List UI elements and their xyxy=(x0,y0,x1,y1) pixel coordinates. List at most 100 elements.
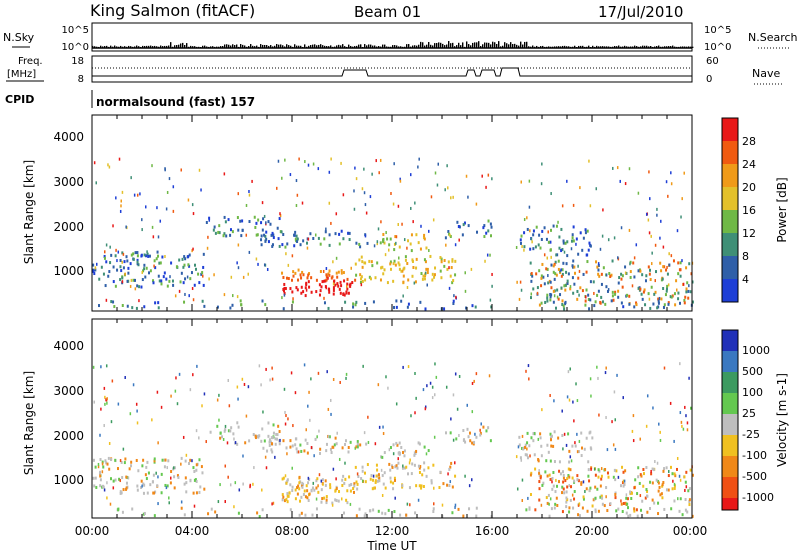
velocity-echo-cell xyxy=(652,406,654,410)
velocity-echo-cell xyxy=(93,484,96,488)
power-echo-cell xyxy=(593,291,595,295)
velocity-echo-cell xyxy=(387,508,390,512)
power-echo-cell xyxy=(93,161,96,165)
power-echo-cell xyxy=(239,299,242,303)
power-echo-cell xyxy=(687,289,690,293)
velocity-echo-cell xyxy=(366,463,369,467)
power-echo-cell xyxy=(293,244,296,248)
noise-sky-sample xyxy=(264,44,266,48)
velocity-echo-cell xyxy=(331,503,334,507)
power-echo-cell xyxy=(530,296,533,300)
power-echo-cell xyxy=(103,254,106,258)
noise-sky-sample xyxy=(494,42,496,48)
velocity-echo-cell xyxy=(335,499,338,503)
power-echo-cell xyxy=(363,167,365,171)
velocity-echo-cell xyxy=(106,462,109,466)
power-echo-cell xyxy=(355,300,358,304)
power-echo-cell xyxy=(654,279,657,283)
noise-sky-sample xyxy=(388,46,390,48)
velocity-echo-cell xyxy=(168,501,170,505)
velocity-echo-cell xyxy=(544,470,547,474)
power-echo-cell xyxy=(489,298,492,302)
velocity-echo-cell xyxy=(596,365,598,369)
power-echo-cell xyxy=(308,272,311,276)
power-echo-cell xyxy=(265,221,267,225)
noise-sky-sample xyxy=(316,45,318,48)
velocity-echo-cell xyxy=(364,480,367,484)
noise-sky-sample xyxy=(166,45,168,48)
power-echo-cell xyxy=(132,252,135,256)
power-echo-cell xyxy=(218,224,221,228)
noise-sky-sample xyxy=(690,46,692,48)
power-echo-cell xyxy=(417,165,419,169)
power-echo-cell xyxy=(611,290,614,294)
power-echo-cell xyxy=(295,234,298,238)
power-echo-cell xyxy=(265,230,268,234)
velocity-echo-cell xyxy=(418,484,421,488)
velocity-echo-cell xyxy=(183,482,186,486)
velocity-echo-cell xyxy=(306,441,309,445)
power-echo-cell xyxy=(410,249,413,253)
velocity-echo-cell xyxy=(358,507,361,511)
power-echo-cell xyxy=(632,261,635,265)
power-echo-cell xyxy=(237,243,240,247)
velocity-echo-cell xyxy=(170,469,173,473)
power-echo-cell xyxy=(451,259,454,263)
velocity-echo-cell xyxy=(417,441,420,445)
noise-sky-sample xyxy=(540,46,542,48)
velocity-echo-cell xyxy=(588,489,591,493)
power-echo-cell xyxy=(260,243,263,247)
power-echo-cell xyxy=(260,234,263,238)
velocity-echo-cell xyxy=(392,487,395,491)
velocity-echo-cell xyxy=(654,460,656,464)
velocity-echo-cell xyxy=(600,477,603,481)
velocity-echo-cell xyxy=(109,502,112,506)
velocity-echo-cell xyxy=(119,479,122,483)
power-echo-cell xyxy=(360,283,363,287)
noise-sky-sample xyxy=(520,41,522,48)
velocity-echo-cell xyxy=(678,509,681,513)
velocity-echo-cell xyxy=(355,480,358,484)
velocity-echo-cell xyxy=(161,458,164,462)
velocity-echo-cell xyxy=(180,462,182,466)
velocity-echo-cell xyxy=(146,491,149,495)
power-echo-cell xyxy=(463,221,466,225)
power-echo-cell xyxy=(202,274,204,278)
velocity-echo-cell xyxy=(95,485,98,489)
power-echo-cell xyxy=(184,277,187,281)
velocity-echo-cell xyxy=(253,466,255,470)
power-echo-cell xyxy=(601,234,604,238)
velocity-echo-cell xyxy=(557,480,560,484)
power-echo-cell xyxy=(295,286,298,290)
power-echo-cell xyxy=(360,255,363,259)
noise-sky-sample xyxy=(552,46,554,48)
power-echo-cell xyxy=(561,204,564,208)
velocity-echo-cell xyxy=(303,449,306,453)
power-echo-cell xyxy=(565,262,568,266)
power-echo-cell xyxy=(601,300,604,304)
power-echo-cell xyxy=(207,235,209,239)
power-echo-cell xyxy=(515,245,518,249)
noise-sky-sample xyxy=(176,45,178,48)
velocity-echo-cell xyxy=(329,398,332,402)
velocity-echo-cell xyxy=(291,489,294,493)
velocity-echo-cell xyxy=(662,469,665,473)
velocity-echo-cell xyxy=(356,445,359,449)
power-echo-cell xyxy=(674,303,677,307)
velocity-echo-cell xyxy=(172,466,175,470)
power-echo-cell xyxy=(301,201,304,205)
power-echo-cell xyxy=(445,243,447,247)
power-echo-cell xyxy=(407,278,410,282)
velocity-echo-cell xyxy=(236,442,239,446)
velocity-echo-cell xyxy=(445,431,448,435)
velocity-echo-cell xyxy=(601,496,604,500)
velocity-echo-cell xyxy=(418,470,421,474)
velocity-echo-cell xyxy=(99,484,102,488)
velocity-echo-cell xyxy=(381,474,384,478)
power-echo-cell xyxy=(141,270,144,274)
power-echo-cell xyxy=(380,220,382,224)
noise-sky-sample xyxy=(636,46,638,48)
power-echo-cell xyxy=(323,301,326,305)
velocity-echo-cell xyxy=(402,365,404,369)
power-echo-cell xyxy=(361,260,364,264)
